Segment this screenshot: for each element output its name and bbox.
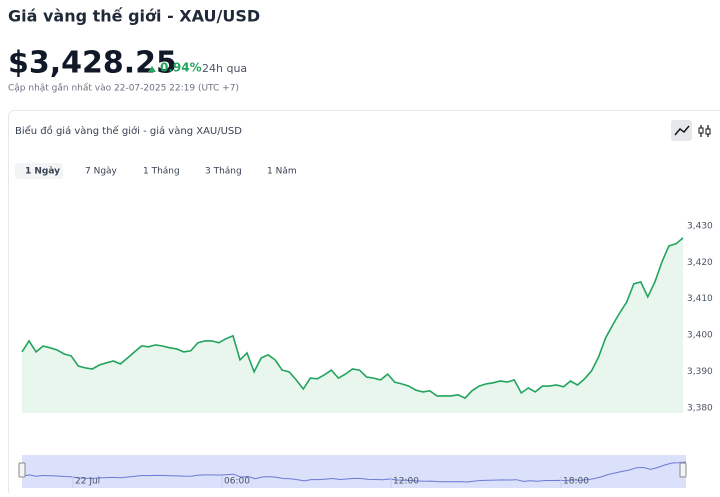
tab[interactable]: 7 Ngày [85,167,118,177]
y-tick-label: 3,410 [687,294,713,304]
navigator-label: 22 Jul [75,477,100,487]
navigator-label: 12:00 [393,477,419,487]
y-tick-label: 3,400 [687,331,713,341]
y-tick-label: 3,380 [687,403,713,413]
card-title: Biểu đồ giá vàng thế giới - giá vàng XAU… [15,124,242,137]
navigator-label: 18:00 [563,477,589,487]
price: $3,428.25 [8,46,177,81]
y-tick-label: 3,430 [687,221,713,231]
tab[interactable]: 1 Năm [267,167,297,177]
navigator-label: 06:00 [224,477,250,487]
change-period: 24h qua [202,62,247,75]
tab[interactable]: 1 Ngày [25,167,60,177]
updated: Cập nhật gần nhất vào 22-07-2025 22:19 (… [8,83,239,94]
change: 0.94% [160,61,202,75]
tab[interactable]: 3 Tháng [205,167,242,177]
tab[interactable]: 1 Tháng [143,167,180,177]
y-tick-label: 3,420 [687,258,713,268]
candle-icon [699,128,703,133]
navigator-handle[interactable] [680,463,686,477]
candle-icon [706,129,710,134]
y-tick-label: 3,390 [687,367,713,377]
navigator-handle[interactable] [19,463,25,477]
page-title: Giá vàng thế giới - XAU/USD [8,7,260,26]
